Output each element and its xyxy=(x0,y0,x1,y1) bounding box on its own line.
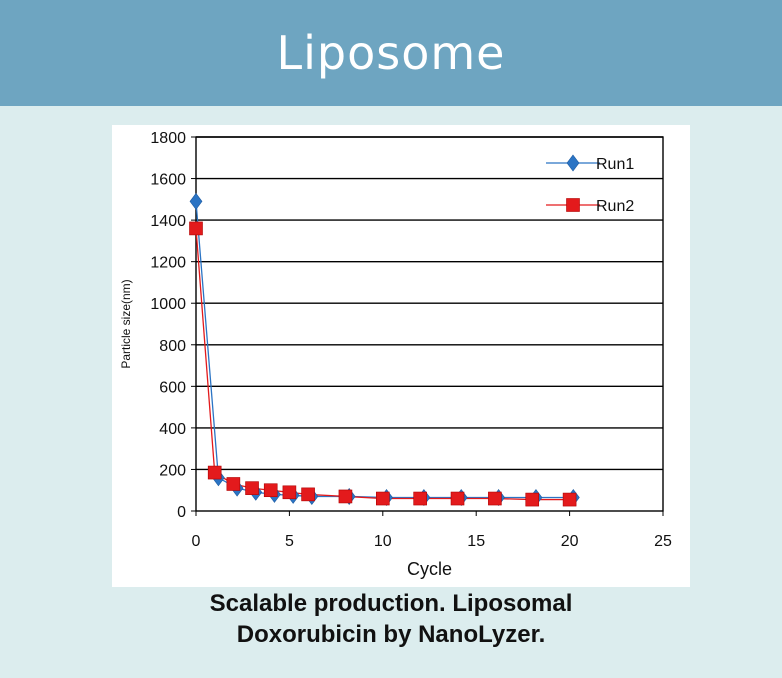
x-tick-label: 0 xyxy=(192,533,201,550)
data-point-run2 xyxy=(207,465,222,480)
data-point-run2 xyxy=(488,491,502,506)
data-point-run2 xyxy=(245,481,259,495)
x-tick-label: 20 xyxy=(561,533,579,550)
data-point-run1 xyxy=(189,192,203,210)
data-point-run2 xyxy=(375,491,390,506)
y-tick-label: 200 xyxy=(159,462,186,479)
y-tick-label: 800 xyxy=(159,338,186,355)
chart-panel: 0 200 400 600 800 1000 1200 1400 1600 1800 0 5 10 15 2… xyxy=(112,125,690,587)
x-tick-label: 5 xyxy=(285,533,294,550)
legend-marker-run2 xyxy=(566,198,580,212)
series-line-run2 xyxy=(195,228,570,501)
figure-caption: Scalable production. Liposomal Doxorubic… xyxy=(0,588,782,650)
data-point-run2 xyxy=(413,491,427,506)
legend-label-run2: Run2 xyxy=(596,198,634,215)
x-tick-label: 25 xyxy=(654,533,672,550)
x-tick-label: 10 xyxy=(374,533,392,550)
data-point-run2 xyxy=(189,221,203,236)
y-axis-label: Particle size(nm) xyxy=(119,279,133,368)
y-tick-label: 400 xyxy=(159,421,186,438)
y-tick-label: 1600 xyxy=(150,172,186,189)
data-point-run2 xyxy=(263,483,278,498)
y-tick-label: 0 xyxy=(177,504,186,521)
data-point-run2 xyxy=(338,489,353,504)
data-point-run2 xyxy=(301,487,315,502)
particle-size-chart: 0 200 400 600 800 1000 1200 1400 1600 1800 0 5 10 15 2… xyxy=(119,130,672,579)
x-tick-label: 15 xyxy=(467,533,485,550)
y-tick-label: 1000 xyxy=(150,296,186,313)
data-point-run2 xyxy=(525,492,540,507)
legend-label-run1: Run1 xyxy=(596,156,634,173)
data-point-run2 xyxy=(450,491,465,506)
x-axis-label: Cycle xyxy=(407,559,452,579)
data-point-run2 xyxy=(282,485,297,500)
data-point-run2 xyxy=(562,492,577,507)
series-line-run1 xyxy=(195,201,574,499)
y-tick-label: 1800 xyxy=(150,130,186,147)
caption-line-2: Doxorubicin by NanoLyzer. xyxy=(236,621,546,648)
caption-line-1: Scalable production. Liposomal xyxy=(209,590,573,617)
y-tick-label: 1200 xyxy=(150,255,186,272)
plot-frame xyxy=(195,136,664,512)
legend-marker-run1 xyxy=(566,154,580,172)
title-banner: Liposome xyxy=(0,0,782,106)
data-point-run2 xyxy=(226,477,241,491)
y-tick-label: 1400 xyxy=(150,213,186,230)
y-tick-label: 600 xyxy=(159,379,186,396)
page-title: Liposome xyxy=(276,26,506,80)
